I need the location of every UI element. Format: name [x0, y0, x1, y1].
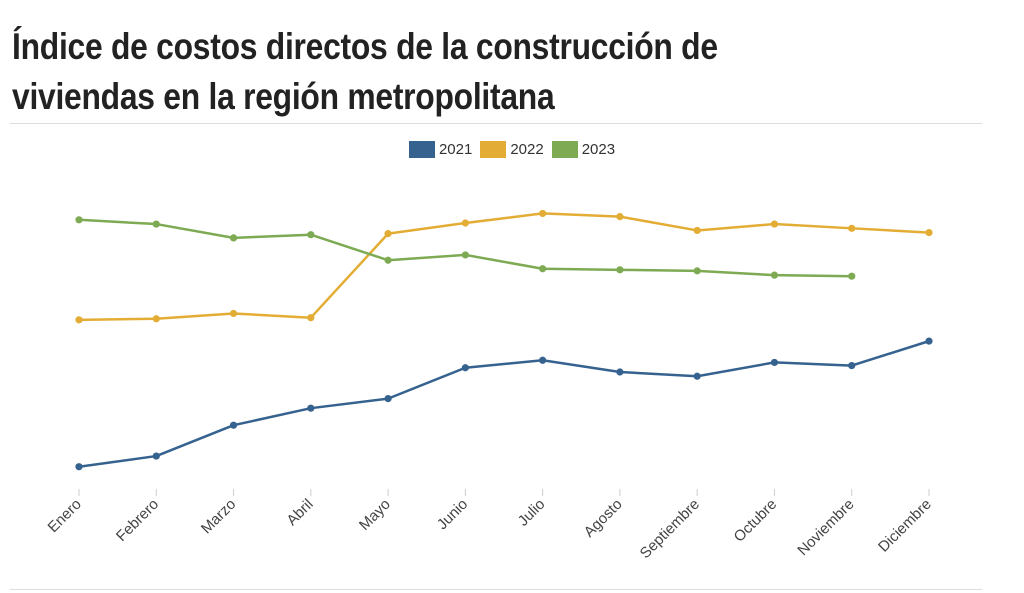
- series-line-2022: [78, 212, 930, 322]
- data-point-2023-enero[interactable]: [75, 216, 83, 224]
- data-point-2023-febrero[interactable]: [152, 220, 160, 228]
- data-point-2023-octubre[interactable]: [770, 271, 779, 279]
- legend-item-2022[interactable]: 2022: [480, 141, 544, 158]
- footer-divider: [10, 589, 982, 590]
- x-tick-label-julio: Julio: [515, 496, 549, 530]
- x-tick-label-enero: Enero: [45, 496, 85, 536]
- x-tick-label-septiembre: Septiembre: [637, 496, 703, 562]
- series-line-2021: [78, 339, 930, 468]
- data-point-2023-julio[interactable]: [539, 265, 547, 273]
- x-tick-label-diciembre: Diciembre: [875, 496, 935, 556]
- data-point-2022-abril[interactable]: [307, 314, 315, 322]
- data-point-2021-mayo[interactable]: [384, 395, 392, 403]
- data-point-2022-marzo[interactable]: [229, 309, 238, 318]
- legend: 2021 2022 2023: [0, 141, 1024, 158]
- data-point-2023-agosto[interactable]: [616, 266, 624, 274]
- data-point-2023-abril[interactable]: [307, 231, 315, 239]
- x-tick-label-febrero: Febrero: [113, 496, 162, 545]
- data-point-2022-julio[interactable]: [539, 209, 547, 218]
- legend-item-2021[interactable]: 2021: [408, 141, 473, 158]
- legend-label-2023: 2023: [581, 141, 616, 158]
- legend-swatch-2023: [551, 141, 578, 158]
- title-divider: [10, 123, 982, 124]
- data-point-2021-septiembre[interactable]: [693, 372, 701, 380]
- data-point-2021-febrero[interactable]: [152, 452, 160, 460]
- legend-label-2021: 2021: [438, 141, 473, 158]
- legend-label-2022: 2022: [510, 141, 544, 158]
- x-tick-label-noviembre: Noviembre: [794, 496, 857, 559]
- legend-swatch-2022: [480, 141, 507, 158]
- data-point-2023-mayo[interactable]: [384, 256, 392, 264]
- data-point-2023-noviembre[interactable]: [848, 272, 856, 280]
- legend-swatch-2021: [408, 141, 435, 158]
- data-point-2021-noviembre[interactable]: [848, 362, 856, 370]
- data-point-2021-octubre[interactable]: [770, 358, 779, 367]
- x-tick-label-octubre: Octubre: [731, 496, 781, 546]
- x-tick-label-mayo: Mayo: [356, 496, 394, 534]
- data-point-2022-junio[interactable]: [461, 219, 469, 227]
- data-point-2021-enero[interactable]: [75, 463, 83, 471]
- legend-item-2023[interactable]: 2023: [551, 141, 616, 158]
- data-point-2022-enero[interactable]: [75, 316, 83, 324]
- data-point-2023-septiembre[interactable]: [693, 267, 701, 275]
- data-point-2023-marzo[interactable]: [229, 234, 238, 242]
- data-point-2022-septiembre[interactable]: [693, 226, 701, 235]
- data-point-2022-noviembre[interactable]: [848, 224, 856, 232]
- data-point-2022-febrero[interactable]: [152, 315, 160, 323]
- data-point-2022-mayo[interactable]: [384, 230, 392, 238]
- data-point-2023-junio[interactable]: [461, 251, 469, 259]
- x-tick-label-abril: Abril: [283, 496, 316, 529]
- data-point-2022-agosto[interactable]: [616, 213, 624, 221]
- data-point-2022-octubre[interactable]: [770, 220, 779, 228]
- x-tick-label-junio: Junio: [434, 496, 471, 533]
- data-point-2021-marzo[interactable]: [229, 421, 238, 429]
- data-point-2021-agosto[interactable]: [616, 368, 624, 376]
- x-tick-label-marzo: Marzo: [198, 496, 239, 537]
- data-point-2021-junio[interactable]: [461, 364, 469, 372]
- chart-title: Índice de costos directos de la construc…: [12, 26, 718, 117]
- data-point-2021-diciembre[interactable]: [925, 337, 933, 345]
- data-point-2021-abril[interactable]: [307, 404, 315, 412]
- data-point-2021-julio[interactable]: [539, 356, 547, 364]
- x-tick-label-agosto: Agosto: [581, 496, 626, 541]
- data-point-2022-diciembre[interactable]: [925, 228, 933, 237]
